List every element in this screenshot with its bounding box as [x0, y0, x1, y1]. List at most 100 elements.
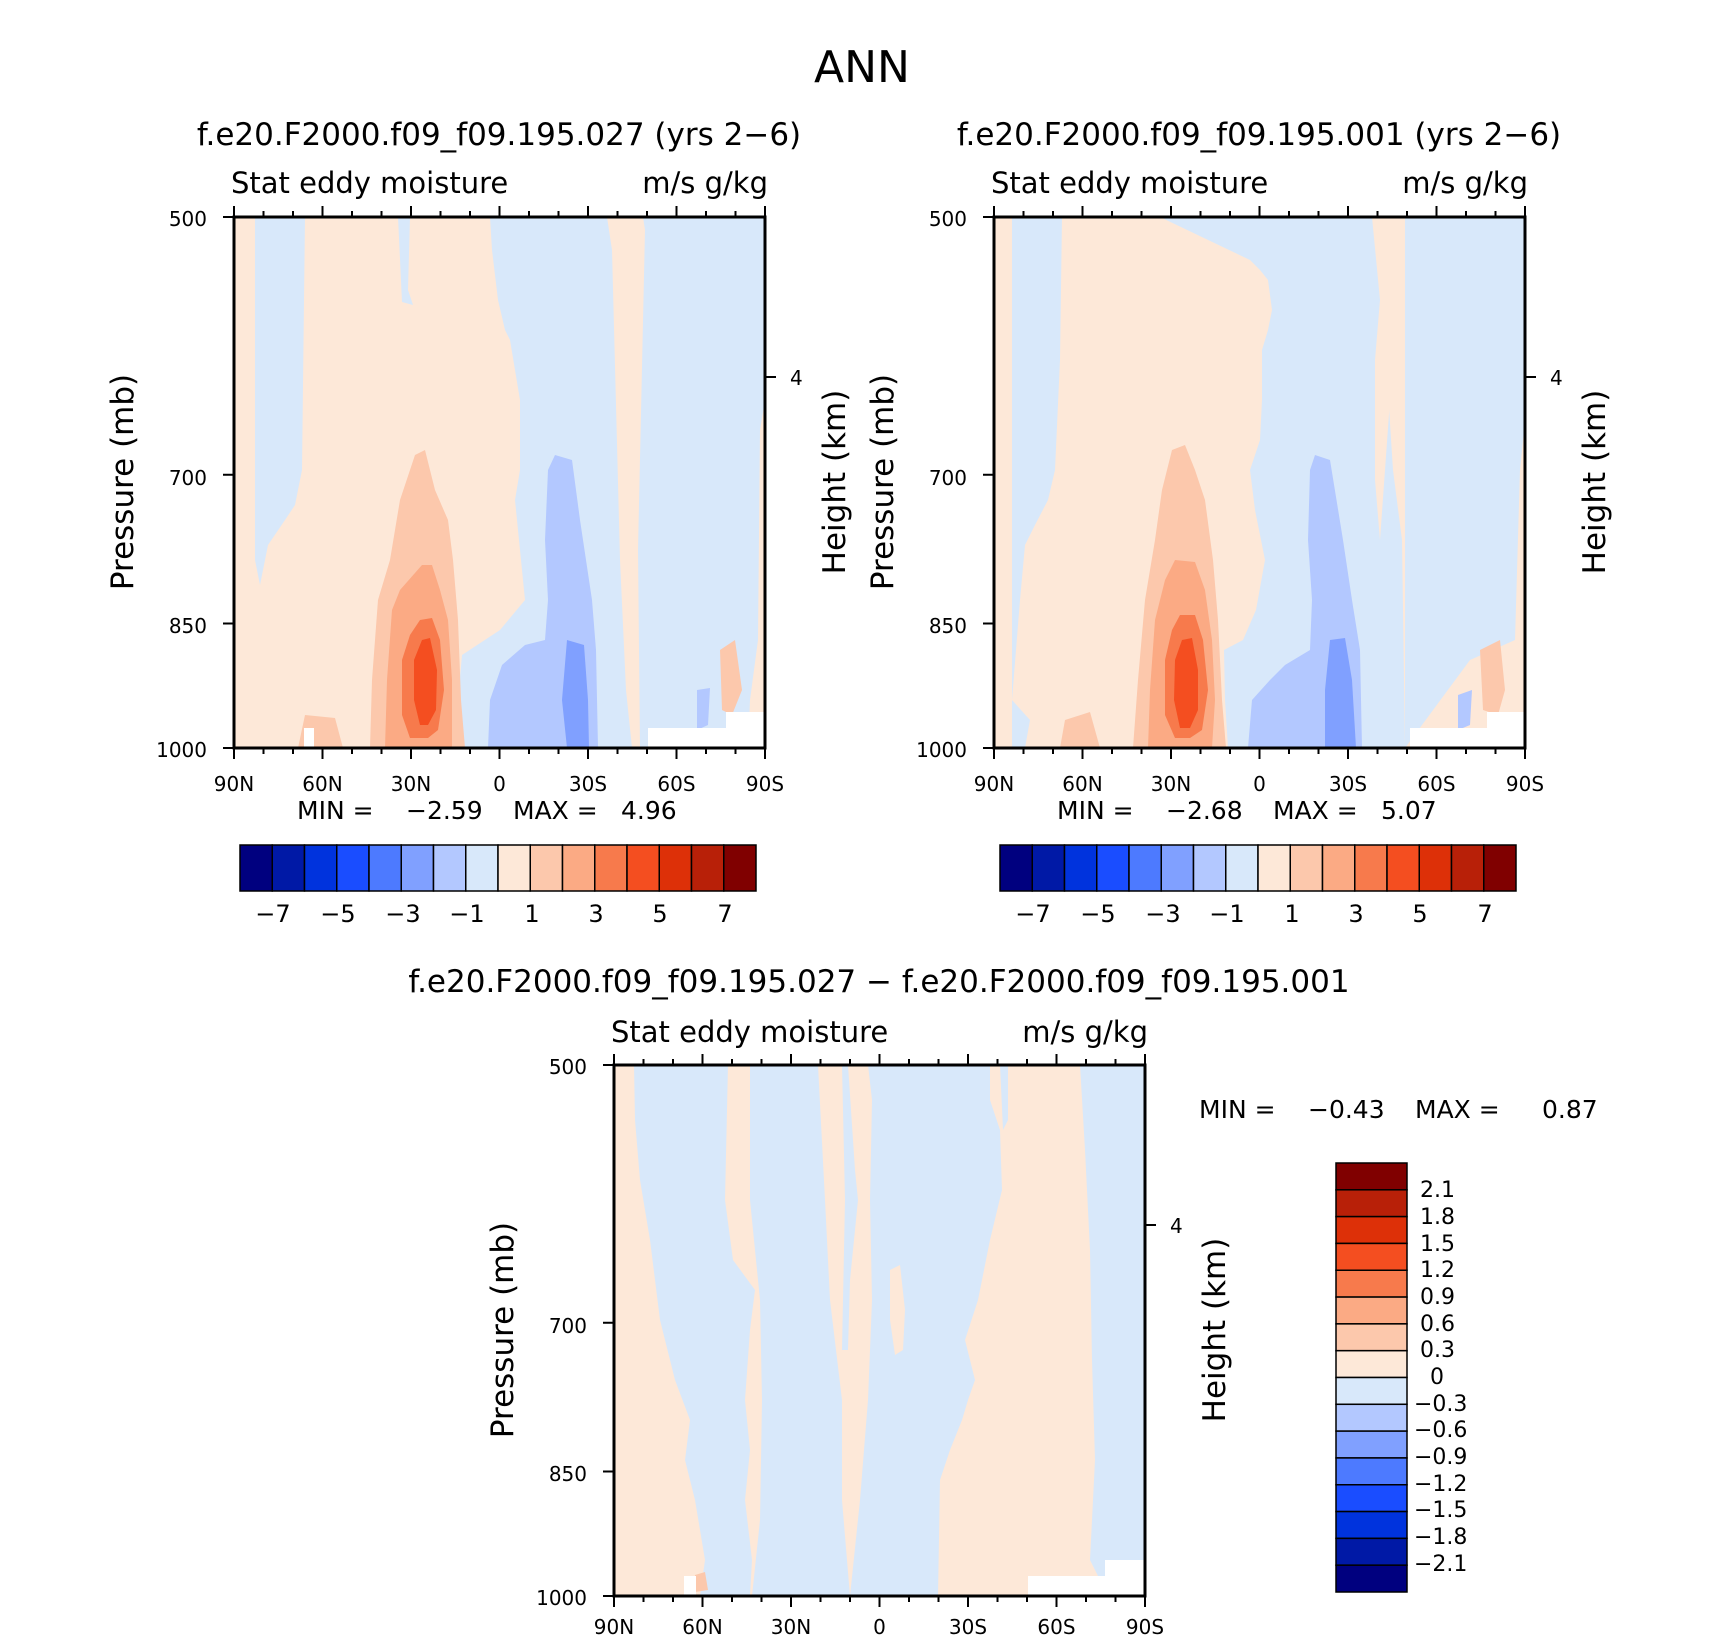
panel-subtitle-right: m/s g/kg — [1022, 1015, 1148, 1049]
colorbar-swatch — [1335, 1215, 1408, 1245]
contour-band-pos-03 — [1372, 217, 1405, 540]
x-tick-label: 0 — [1253, 772, 1266, 796]
y2-axis-label: Height (km) — [1577, 390, 1613, 575]
colorbar-label: 5 — [1412, 900, 1427, 928]
colorbar — [239, 844, 757, 892]
x-tick-label: 60N — [682, 1615, 722, 1636]
frame-minor-ticks — [262, 211, 737, 754]
contour-band-pos-03 — [1060, 712, 1100, 748]
x-tick-label: 60S — [657, 772, 695, 796]
panel-subtitle-right: m/s g/kg — [642, 166, 768, 200]
contour-band-neg-03 — [255, 217, 305, 585]
y-tick-label: 850 — [549, 1462, 587, 1486]
contour-band-pos-12 — [1174, 638, 1198, 728]
colorbar-swatch — [1257, 844, 1291, 892]
colorbar-swatch — [1335, 1296, 1408, 1325]
max-label: MAX = — [1415, 1095, 1500, 1124]
contour-band-pos-03 — [720, 640, 742, 715]
y2-tick-label: 4 — [1170, 1214, 1183, 1238]
contour-band-neg-03 — [750, 1065, 850, 1596]
min-label: MIN = — [297, 796, 374, 825]
contour-band-neg-03 — [1000, 1065, 1008, 1130]
colorbar-swatch — [658, 844, 693, 892]
y2-axis-label: Height (km) — [817, 390, 853, 575]
colorbar-label: 0.9 — [1420, 1285, 1455, 1310]
colorbar-label: −1.5 — [1414, 1498, 1467, 1523]
colorbar-swatch — [1289, 844, 1324, 892]
max-value: 5.07 — [1381, 796, 1437, 825]
contour-band-neg-09 — [562, 640, 589, 748]
x-tick-label: 0 — [873, 1615, 886, 1636]
contour-band-neg-03 — [850, 1065, 1002, 1596]
x-tick-label: 30N — [1151, 772, 1191, 796]
panel-difference: f.e20.F2000.f09_f09.195.027 − f.e20.F200… — [408, 964, 1597, 1636]
colorbar-swatch — [1335, 1189, 1408, 1218]
missing-data-mask — [726, 712, 765, 748]
colorbar-swatch — [1192, 844, 1227, 892]
y-tick-label: 700 — [549, 1314, 587, 1338]
colorbar-swatch — [1321, 844, 1356, 892]
colorbar-label: −3 — [1145, 900, 1180, 928]
missing-data-mask — [684, 1576, 696, 1596]
contour-band-neg-03 — [398, 217, 413, 305]
y-tick-label: 700 — [169, 466, 207, 490]
colorbar-label: −1 — [449, 900, 484, 928]
colorbar-swatch — [1335, 1457, 1408, 1486]
panel-control-climatology: f.e20.F2000.f09_f09.195.027 (yrs 2−6) St… — [105, 117, 853, 928]
x-tick-label: 60N — [302, 772, 342, 796]
colorbar-swatch — [1335, 1269, 1408, 1298]
max-value: 0.87 — [1542, 1095, 1598, 1124]
colorbar — [999, 844, 1517, 892]
y-tick-label: 500 — [169, 207, 207, 231]
colorbar-label: 1.8 — [1420, 1205, 1455, 1230]
y2-axis-label: Height (km) — [1197, 1238, 1233, 1423]
colorbar-label: 7 — [717, 900, 732, 928]
min-value: −2.59 — [406, 796, 483, 825]
contour-band-neg-03 — [1012, 217, 1062, 700]
colorbar-swatch — [497, 844, 531, 892]
frame-major-ticks — [603, 1054, 1156, 1607]
colorbar-swatch — [1225, 844, 1259, 892]
colorbar-label: −0.6 — [1414, 1418, 1467, 1443]
missing-data-mask — [1105, 1560, 1145, 1596]
x-tick-label: 90S — [1126, 1615, 1164, 1636]
colorbar-label: −5 — [1080, 900, 1115, 928]
contour-band-neg-03 — [842, 1065, 858, 1350]
y2-tick-label: 4 — [1550, 366, 1563, 390]
colorbar-swatch — [1335, 1349, 1408, 1379]
colorbar-label: −2.1 — [1414, 1552, 1467, 1577]
colorbar-swatch — [336, 844, 370, 892]
colorbar-swatch — [626, 844, 660, 892]
y-axis-label: Pressure (mb) — [865, 374, 901, 590]
max-label: MAX = — [513, 796, 598, 825]
contour-band-neg-09 — [1325, 638, 1356, 748]
colorbar-labels: −7 −5 −3 −1 1 3 5 7 — [255, 900, 732, 928]
y-tick-label: 850 — [929, 614, 967, 638]
colorbar-swatch — [1386, 844, 1420, 892]
colorbar-labels: 2.1 1.8 1.5 1.2 0.9 0.6 0.3 0 −0.3 −0.6 … — [1414, 1178, 1467, 1577]
colorbar-swatch — [1335, 1162, 1408, 1191]
frame-minor-ticks — [642, 1059, 1117, 1602]
x-tick-label: 30S — [569, 772, 607, 796]
min-value: −2.68 — [1166, 796, 1243, 825]
colorbar-label: 0 — [1430, 1365, 1444, 1390]
colorbar-swatch — [1335, 1484, 1408, 1513]
colorbar-label: 0.3 — [1420, 1338, 1455, 1363]
frame-major-ticks — [223, 206, 776, 759]
contour-field — [614, 1065, 1145, 1596]
panel-title: f.e20.F2000.f09_f09.195.027 − f.e20.F200… — [408, 964, 1349, 1000]
colorbar-label: 5 — [652, 900, 667, 928]
x-tick-label: 90N — [974, 772, 1014, 796]
x-tick-label: 90N — [594, 1615, 634, 1636]
colorbar-swatch — [1335, 1510, 1408, 1540]
colorbar-swatch — [1335, 1323, 1408, 1352]
x-tick-label: 60N — [1062, 772, 1102, 796]
colorbar-swatch — [1160, 844, 1195, 892]
y2-tick-label: 4 — [790, 366, 803, 390]
colorbar-swatch — [1335, 1242, 1408, 1271]
y-axis-label: Pressure (mb) — [485, 1222, 521, 1438]
min-value: −0.43 — [1308, 1095, 1385, 1124]
missing-data-mask — [1487, 712, 1525, 748]
colorbar — [1335, 1162, 1408, 1593]
